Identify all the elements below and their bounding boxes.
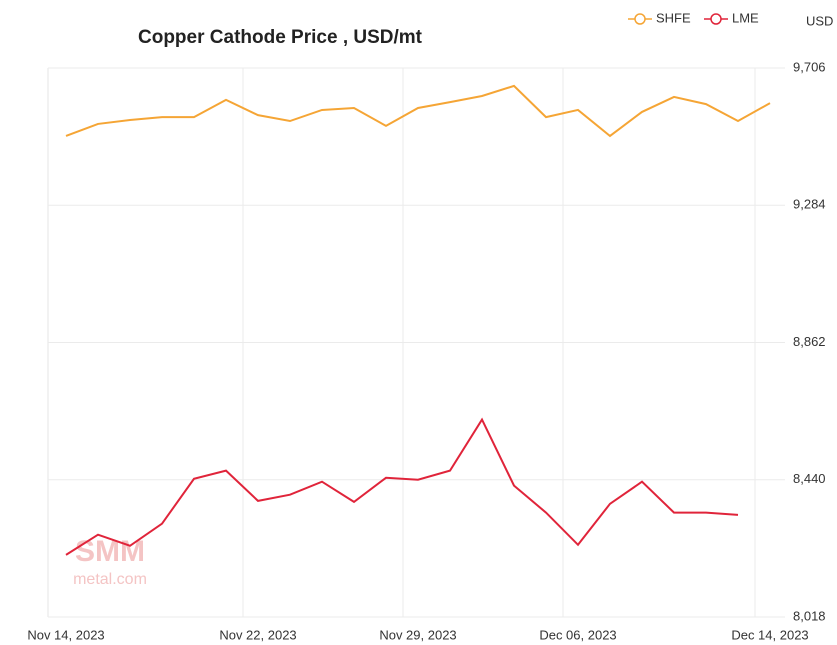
x-tick-label: Nov 29, 2023 <box>379 627 456 642</box>
y-tick-label: 9,284 <box>793 197 826 212</box>
y-tick-label: 8,018 <box>793 608 826 623</box>
legend-label: SHFE <box>656 10 691 25</box>
watermark: SMM <box>75 535 145 568</box>
x-tick-label: Dec 14, 2023 <box>731 627 808 642</box>
x-tick-label: Nov 22, 2023 <box>219 627 296 642</box>
legend-label: LME <box>732 10 759 25</box>
watermark: metal.com <box>73 571 147 588</box>
y-tick-label: 9,706 <box>793 59 826 74</box>
series-line <box>65 84 771 138</box>
y-tick-label: 8,862 <box>793 334 826 349</box>
y-unit: USD <box>806 13 833 28</box>
legend-marker <box>710 13 722 25</box>
x-tick-label: Nov 14, 2023 <box>27 627 104 642</box>
chart-title: Copper Cathode Price , USD/mt <box>138 27 423 48</box>
legend-marker <box>634 13 646 25</box>
y-tick-label: 8,440 <box>793 471 826 486</box>
x-tick-label: Dec 06, 2023 <box>539 627 616 642</box>
series-line <box>65 417 739 556</box>
